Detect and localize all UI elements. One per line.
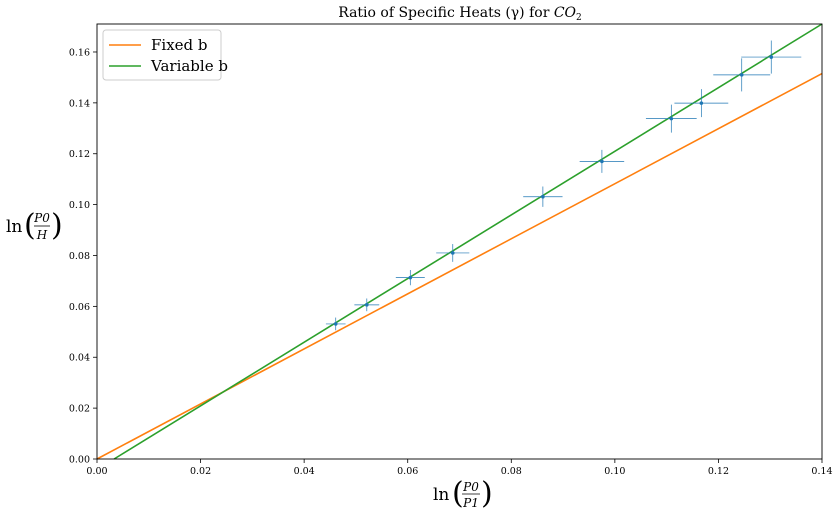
svg-text:P0: P0 bbox=[462, 480, 479, 494]
y-tick-label: 0.06 bbox=[69, 302, 90, 313]
svg-text:P1: P1 bbox=[462, 496, 479, 510]
x-tick-label: 0.04 bbox=[294, 466, 315, 477]
legend-box bbox=[102, 29, 222, 81]
x-tick-label: 0.06 bbox=[397, 466, 418, 477]
y-tick-label: 0.16 bbox=[69, 47, 90, 58]
x-tick-label: 0.14 bbox=[811, 466, 832, 477]
data-point bbox=[669, 116, 674, 121]
y-tick-label: 0.04 bbox=[69, 353, 90, 364]
svg-text:ln: ln bbox=[433, 485, 449, 505]
x-tick-label: 0.12 bbox=[708, 466, 729, 477]
x-axis-label: ln ( P0 P1 ) bbox=[433, 476, 493, 511]
data-point bbox=[769, 55, 774, 59]
chart-title: Ratio of Specific Heats (γ) for CO2 bbox=[338, 5, 582, 23]
legend-label-variable-b: Variable b bbox=[150, 57, 228, 75]
data-point bbox=[450, 251, 455, 255]
data-point bbox=[365, 303, 369, 307]
data-point bbox=[541, 194, 545, 199]
svg-text:): ) bbox=[481, 476, 493, 511]
svg-text:ln: ln bbox=[6, 217, 22, 237]
y-axis-ticks: 0.00 0.02 0.04 0.06 0.08 0.10 0.12 0.14 0.16 bbox=[69, 47, 97, 466]
svg-text:P0: P0 bbox=[33, 211, 50, 225]
legend: Fixed b Variable b bbox=[102, 29, 228, 81]
svg-text:(: ( bbox=[452, 476, 464, 511]
data-point bbox=[600, 159, 604, 164]
x-tick-label: 0.02 bbox=[190, 466, 211, 477]
svg-text:(: ( bbox=[24, 208, 36, 243]
data-points bbox=[333, 55, 774, 326]
y-tick-label: 0.10 bbox=[69, 200, 90, 211]
y-tick-label: 0.14 bbox=[69, 98, 90, 109]
svg-text:H: H bbox=[36, 228, 48, 242]
fit-line-variable-b bbox=[113, 23, 823, 460]
legend-label-fixed-b: Fixed b bbox=[151, 36, 208, 54]
fit-lines bbox=[96, 23, 823, 460]
data-point bbox=[333, 322, 338, 326]
data-point bbox=[739, 73, 744, 77]
plot-area bbox=[97, 24, 822, 459]
y-tick-label: 0.02 bbox=[69, 404, 90, 415]
x-tick-label: 0.10 bbox=[604, 466, 625, 477]
svg-text:): ) bbox=[51, 208, 63, 243]
y-tick-label: 0.12 bbox=[69, 149, 90, 160]
plot-frame bbox=[96, 23, 823, 460]
y-tick-label: 0.08 bbox=[69, 251, 90, 262]
y-axis-label: ln ( P0 H ) bbox=[6, 208, 63, 243]
x-axis-ticks: 0.00 0.02 0.04 0.06 0.08 0.10 0.12 0.14 bbox=[86, 459, 833, 477]
y-tick-label: 0.00 bbox=[69, 455, 90, 466]
data-point bbox=[699, 101, 704, 105]
x-tick-label: 0.00 bbox=[86, 466, 107, 477]
data-point bbox=[408, 275, 413, 280]
x-tick-label: 0.08 bbox=[501, 466, 522, 477]
